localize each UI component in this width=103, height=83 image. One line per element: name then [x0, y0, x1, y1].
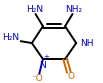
Text: +: + [44, 54, 50, 60]
Text: NH: NH [80, 39, 93, 48]
Text: ⁻O: ⁻O [32, 74, 43, 83]
Text: H₂N: H₂N [26, 5, 43, 14]
Text: NH₂: NH₂ [65, 5, 82, 14]
Text: H₂N: H₂N [2, 33, 19, 42]
Text: O: O [67, 72, 74, 81]
Text: N: N [40, 61, 46, 70]
